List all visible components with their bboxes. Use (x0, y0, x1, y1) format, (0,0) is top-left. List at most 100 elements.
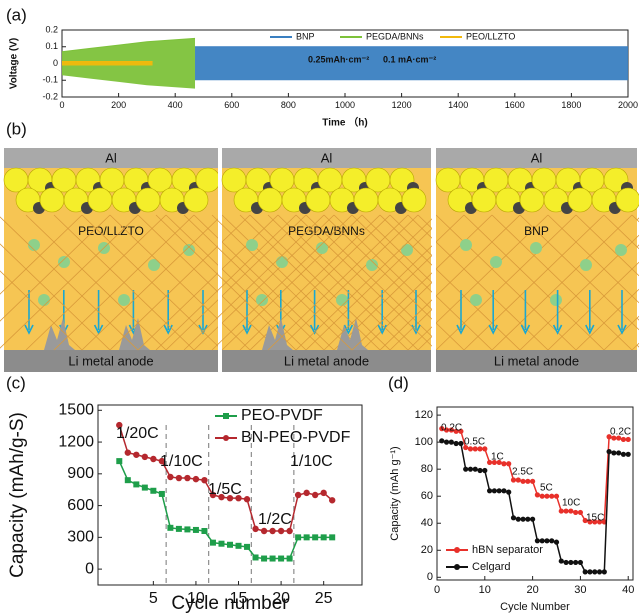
hatch (81, 214, 223, 351)
marker (563, 559, 569, 566)
li-ion (183, 244, 195, 256)
marker (244, 543, 251, 550)
marker (539, 493, 545, 499)
marker (592, 519, 598, 525)
legend-label: PEO-PVDF (241, 407, 323, 424)
y-tick-label: 0 (427, 571, 433, 583)
marker (124, 449, 132, 456)
marker (510, 477, 517, 483)
marker (491, 488, 497, 494)
marker (587, 519, 593, 525)
li-ion (530, 242, 542, 254)
marker (158, 457, 166, 465)
arrow-head (585, 324, 595, 335)
anode-label: Li metal anode (494, 353, 579, 368)
marker (320, 489, 327, 497)
marker (458, 440, 464, 447)
y-axis-label: Voltage (V) (9, 38, 20, 89)
hatch (463, 214, 605, 351)
electrolyte-label: BNP (524, 224, 549, 238)
marker (303, 489, 310, 497)
legend-label: hBN separator (472, 544, 543, 556)
x-tick-label: 5 (149, 590, 158, 607)
annotation: 0.1 mA·cm⁻² (383, 54, 436, 64)
marker (133, 481, 140, 488)
marker (467, 446, 474, 452)
annotation: 1/10C (160, 453, 203, 470)
marker (150, 455, 157, 463)
marker (124, 477, 131, 484)
x-axis-label: Time （h) (322, 116, 367, 129)
hatch (277, 214, 419, 351)
marker (439, 438, 445, 444)
marker (573, 559, 579, 566)
marker (278, 555, 285, 562)
y-tick-label: 0 (53, 58, 58, 68)
marker (515, 516, 521, 522)
annotation: 10C (562, 498, 580, 509)
marker (209, 539, 216, 546)
marker (582, 569, 588, 575)
marker (625, 436, 631, 443)
li-ion (580, 259, 592, 271)
li-ion (58, 256, 70, 268)
marker (558, 508, 564, 514)
li-ion (256, 294, 268, 306)
anode (222, 350, 431, 372)
marker (453, 428, 459, 434)
marker (486, 488, 493, 494)
x-tick-label: 20 (526, 584, 538, 596)
marker (269, 527, 276, 535)
marker (525, 516, 531, 522)
marker (458, 428, 464, 434)
hatch (575, 288, 639, 351)
y-tick-label: 80 (421, 463, 433, 475)
y-tick-label: 0.1 (45, 41, 58, 51)
x-tick-label: 0 (59, 100, 64, 110)
y-tick-label: 100 (415, 436, 433, 448)
li-ion (148, 259, 160, 271)
panel-label: (d) (388, 373, 409, 392)
collector (222, 148, 431, 168)
marker (510, 515, 517, 521)
anode-label: Li metal anode (284, 353, 369, 368)
x-tick-label: 0 (434, 584, 440, 596)
marker (477, 467, 483, 474)
annotation: 2.5C (512, 467, 533, 478)
y-tick-label: 60 (421, 490, 433, 502)
x-tick-label: 20 (272, 590, 290, 607)
marker (133, 451, 140, 458)
electrolyte-label: PEO/LLZTO (78, 224, 144, 238)
marker (496, 459, 502, 466)
plot-frame (97, 404, 363, 586)
marker (294, 491, 302, 499)
arrow-head (552, 324, 563, 335)
marker (530, 516, 536, 522)
marker (486, 459, 493, 466)
cathode-particle (471, 187, 497, 213)
y-tick-label: 0 (85, 560, 94, 577)
y-tick-label: 20 (421, 544, 433, 556)
x-tick-label: 600 (224, 100, 239, 110)
arrow-head (242, 324, 252, 335)
hatch (603, 214, 639, 250)
arrow-head (93, 324, 104, 335)
hatch (109, 214, 251, 351)
annotation: 0.25mAh·cm⁻² (308, 54, 369, 64)
hatch (323, 214, 465, 351)
li-ion (38, 294, 50, 306)
collector-label: Al (531, 150, 543, 165)
marker (596, 569, 603, 575)
li-ion (470, 294, 482, 306)
hatch (575, 214, 639, 277)
marker (568, 508, 574, 514)
oscillation-band (195, 46, 628, 81)
hatch (351, 214, 493, 351)
marker (141, 484, 148, 491)
hatch (137, 214, 279, 351)
x-tick-label: 10 (479, 584, 491, 596)
marker (453, 440, 459, 447)
marker (577, 509, 584, 516)
marker (606, 434, 612, 440)
